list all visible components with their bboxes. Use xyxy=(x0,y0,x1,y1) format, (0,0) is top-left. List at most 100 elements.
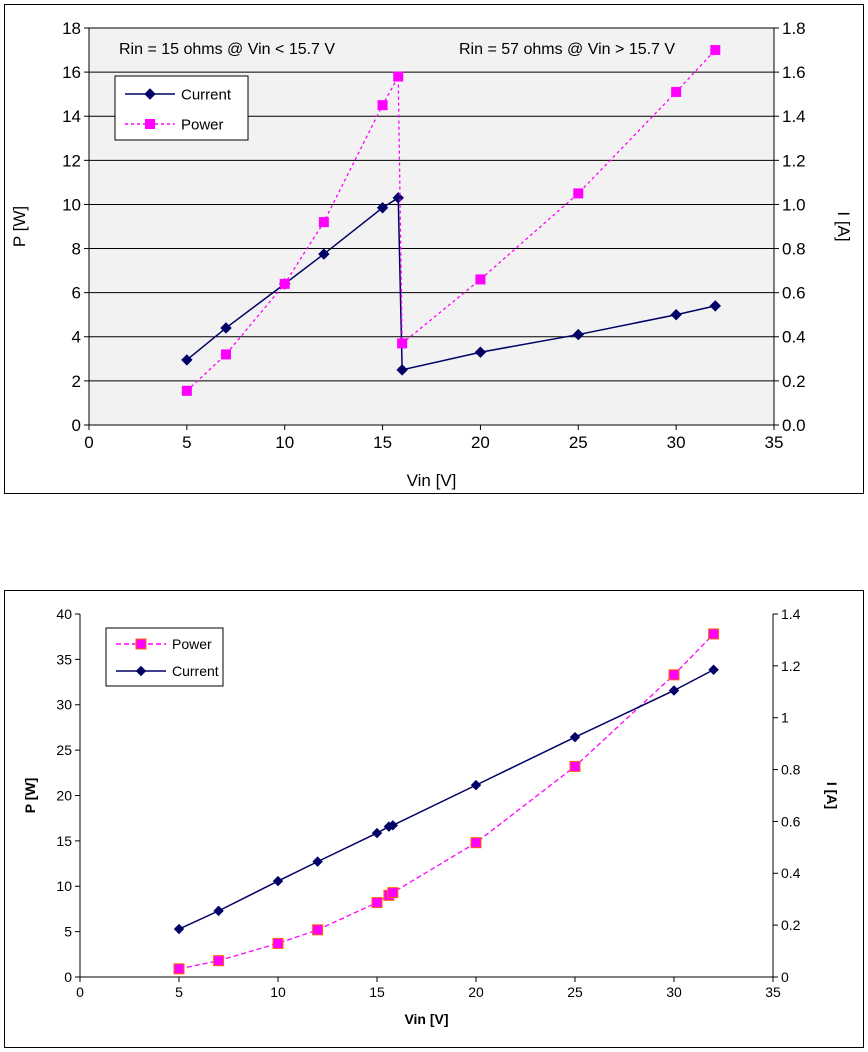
chart-1-y2-tick-label: 1.0 xyxy=(782,195,806,214)
chart-1-legend-current-label: Current xyxy=(181,86,232,103)
chart-1-series-current-point xyxy=(709,300,721,312)
chart-2-series-current-point xyxy=(387,820,399,831)
chart-2-x-tick-label: 5 xyxy=(175,984,183,1000)
chart-2-y2-tick-label: 0.2 xyxy=(781,917,801,933)
chart-1-series-power-point xyxy=(475,274,486,285)
chart-1-x-tick-label: 20 xyxy=(471,433,490,452)
chart-2-x-tick-label: 20 xyxy=(468,984,484,1000)
chart-1-legend-power-label: Power xyxy=(181,116,224,133)
chart-1-y-tick-label: 6 xyxy=(72,284,81,303)
chart-2-y2-tick-label: 0.4 xyxy=(781,865,801,881)
chart-1-y2-tick-label: 0.8 xyxy=(782,240,806,259)
chart-1-series-current-point xyxy=(181,354,193,366)
chart-2-legend-current-swatch-marker xyxy=(135,665,147,677)
chart-1-series-current-point xyxy=(474,346,487,358)
chart-1-x-tick-label: 15 xyxy=(373,433,392,452)
chart-1-legend-power-swatch-marker xyxy=(145,119,155,129)
chart-1-x-tick-label: 10 xyxy=(275,433,294,452)
chart-2-series-power-line xyxy=(178,633,715,970)
chart-1-series-current-point xyxy=(572,328,584,341)
chart-2-series-power-point xyxy=(708,628,720,640)
chart-1-series-power-point xyxy=(573,188,584,199)
chart-1-series-power-point xyxy=(221,349,231,360)
chart-2-series-power-point xyxy=(272,937,284,949)
chart-1-series-power-point xyxy=(397,338,408,349)
chart-2-series-power-point xyxy=(173,963,185,975)
chart-1-y-tick-label: 10 xyxy=(62,195,81,214)
chart-2-y-tick-label: 10 xyxy=(56,878,72,894)
chart-1-x-tick-label: 5 xyxy=(182,433,191,452)
chart-2-legend-current-label: Current xyxy=(172,663,219,679)
chart-1-x-tick-label: 30 xyxy=(667,433,686,452)
chart-1-y2-tick-label: 0.6 xyxy=(782,284,806,303)
chart-2-y-tick-label: 15 xyxy=(56,833,72,849)
chart-2-series-current-point xyxy=(708,664,719,675)
chart-1-series-power-point xyxy=(181,385,192,396)
chart-2-y-tick-label: 25 xyxy=(56,742,72,758)
chart-1-y-tick-label: 0 xyxy=(72,416,81,435)
chart-2-y2-tick-label: 0 xyxy=(781,969,789,985)
chart-2-x-tick-label: 30 xyxy=(666,984,682,1000)
chart-2-series-power-point xyxy=(371,897,383,909)
chart-1-series-power-point xyxy=(377,100,388,111)
chart-2: 0 5 10 15 20 25 30 35 0 5 10 15 20 25 30 35 40 0 0.2 0.4 0.6… xyxy=(4,590,864,1048)
chart-2-y2-tick-label: 1.2 xyxy=(781,658,801,674)
chart-1-y2-tick-label: 1.6 xyxy=(782,63,806,82)
chart-2-x-tick-label: 0 xyxy=(76,984,84,1000)
chart-2-x-tick-label: 35 xyxy=(765,984,781,1000)
chart-1-y2-tick-label: 1.4 xyxy=(782,107,806,126)
chart-2-series-current-point xyxy=(569,731,581,743)
chart-1-legend-current-swatch-marker xyxy=(144,88,156,100)
chart-1-y-tick-label: 16 xyxy=(62,63,81,82)
chart-2-series-current-point xyxy=(213,905,224,917)
chart-1-y-tick-label: 8 xyxy=(72,240,81,259)
chart-1-legend xyxy=(114,75,249,141)
chart-2-y-tick-label: 35 xyxy=(56,651,72,667)
chart-2-y2-tick-label: 0.6 xyxy=(781,813,801,829)
chart-1-series-power-point xyxy=(671,86,682,97)
chart-1-series-current-point xyxy=(670,309,682,321)
chart-2-x-tick-label: 10 xyxy=(270,984,286,1000)
chart-1-series-current-point xyxy=(392,192,404,204)
chart-2-series-power-point xyxy=(668,669,680,681)
chart-1-y2-axis-label: I [A] xyxy=(834,211,853,241)
chart-2-y2-tick-label: 1 xyxy=(781,710,789,726)
chart-1-x-tick-label: 0 xyxy=(84,433,93,452)
chart-1-y-tick-label: 4 xyxy=(72,328,81,347)
chart-1-y-tick-label: 2 xyxy=(72,372,81,391)
chart-2-series-current-point xyxy=(668,685,680,696)
chart-1-series-current-point xyxy=(318,248,330,260)
chart-1-x-tick-label: 35 xyxy=(765,433,784,452)
chart-2-series-current-point xyxy=(371,827,383,839)
chart-1-series-current-point xyxy=(220,322,232,334)
chart-2-x-tick-label: 15 xyxy=(369,984,385,1000)
chart-2-series-power-point xyxy=(569,760,581,772)
chart-1-series-current-point xyxy=(376,202,389,214)
chart-1-y-tick-label: 18 xyxy=(62,19,81,38)
chart-1-y2-tick-label: 0.0 xyxy=(782,416,806,435)
chart-2-y-tick-label: 20 xyxy=(56,787,72,803)
chart-2-y-tick-label: 30 xyxy=(56,697,72,713)
chart-2-series-current-point xyxy=(272,875,284,887)
chart-2-y2-tick-label: 1.4 xyxy=(781,606,801,622)
chart-2-series-current-point xyxy=(173,923,185,935)
chart-2-x-tick-label: 25 xyxy=(567,984,583,1000)
chart-2-y-axis-label: P [W] xyxy=(22,778,38,814)
chart-2-y-tick-label: 5 xyxy=(64,924,72,940)
chart-2-svg: 0 5 10 15 20 25 30 35051015202530354000.20.40.6… xyxy=(22,606,840,1027)
chart-2-y2-axis-label: I [A] xyxy=(824,782,840,809)
chart-2-legend-power-label: Power xyxy=(172,636,212,652)
chart-2-x-axis-label: Vin [V] xyxy=(404,1011,448,1027)
chart-1-y2-tick-label: 1.8 xyxy=(782,19,806,38)
chart-1-y-tick-label: 14 xyxy=(62,107,81,126)
chart-2-legend-power-swatch-marker xyxy=(135,638,147,650)
chart-2-series-power-point xyxy=(470,837,482,849)
chart-1-series-current-point xyxy=(396,364,408,376)
chart-2-y-tick-label: 40 xyxy=(56,606,72,622)
chart-1: 0 5 10 15 20 25 30 35 0 2 4 6 8 10 12 14 16 18 0.0 0.2 0.4 0.… xyxy=(4,4,864,494)
chart-2-y2-tick-label: 0.8 xyxy=(781,761,801,777)
chart-1-annotation: Rin = 15 ohms @ Vin < 15.7 V xyxy=(119,41,335,58)
chart-1-x-axis-label: Vin [V] xyxy=(407,471,457,490)
chart-1-y-tick-label: 12 xyxy=(62,151,81,170)
chart-1-svg: 0 5 10 15 20 25 30 35 0 2 4 6 8 10 12 14 16 18 0.0 0.2 0.4 0.… xyxy=(10,19,853,490)
